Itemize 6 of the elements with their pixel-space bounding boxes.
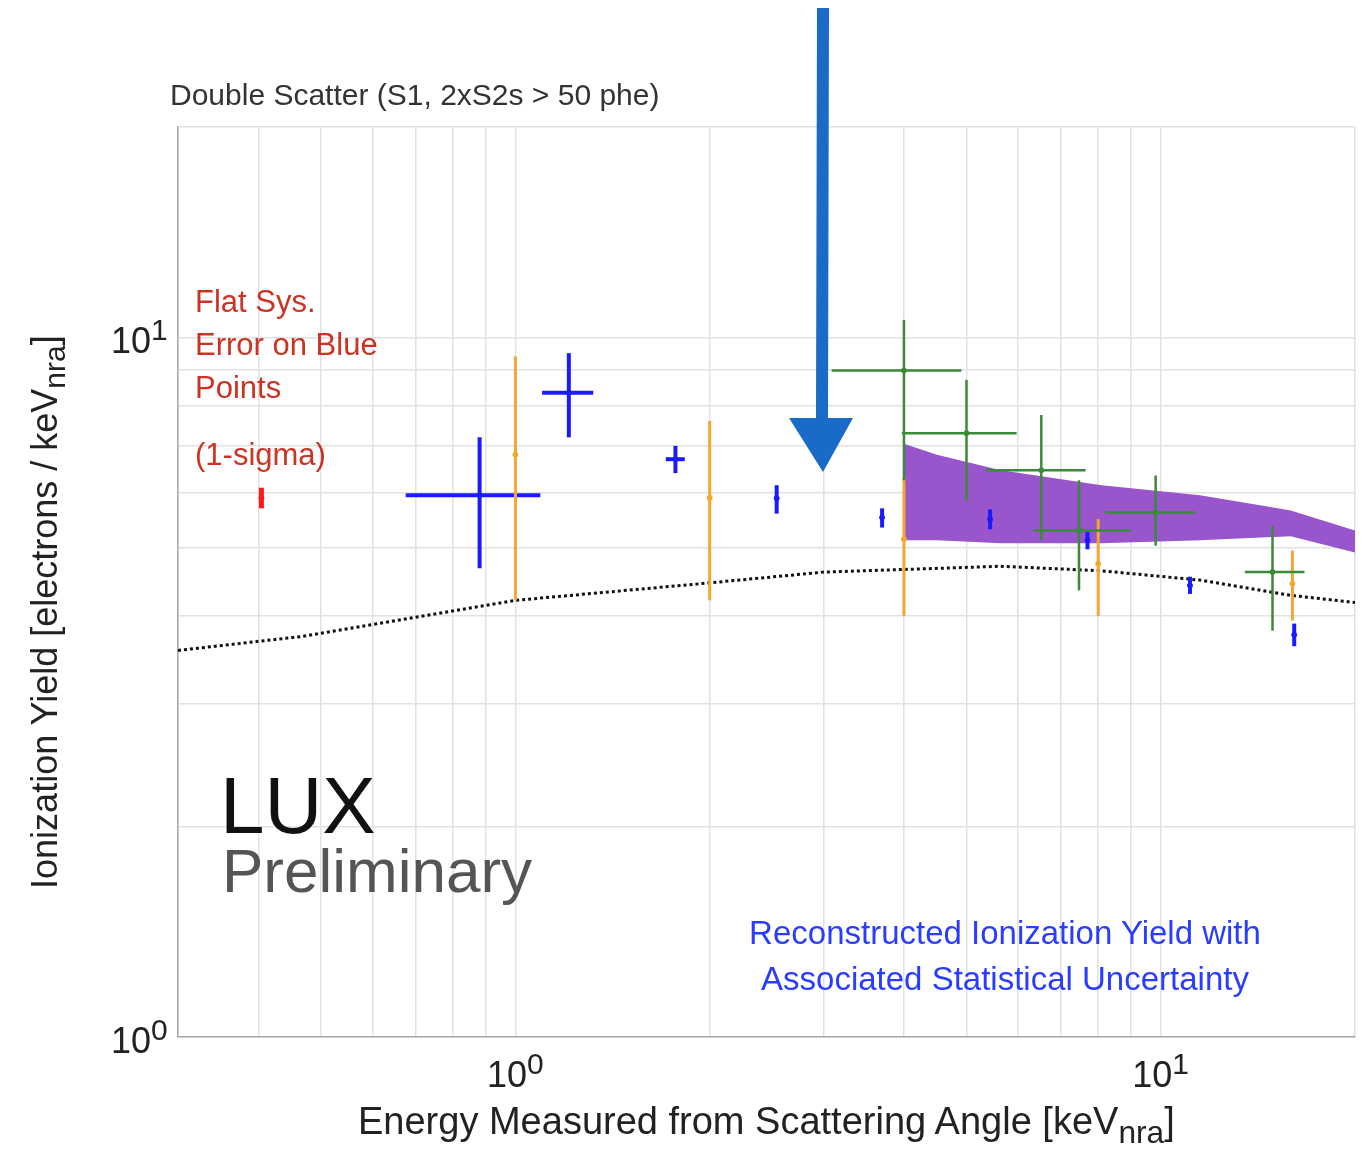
x-axis-title: Energy Measured from Scattering Angle [keV$_{nra}$] bbox=[358, 1100, 1175, 1151]
annotation: Preliminary bbox=[222, 835, 533, 906]
annotation: (1-sigma) bbox=[195, 437, 326, 473]
annotation: Flat Sys. Error on Blue Points bbox=[195, 283, 379, 407]
annotation: Reconstructed Ionization Yield with Associated Statistical Uncertainty bbox=[748, 913, 1262, 999]
chart-title: Double Scatter (S1, 2xS2s > 50 phe) bbox=[170, 78, 660, 112]
